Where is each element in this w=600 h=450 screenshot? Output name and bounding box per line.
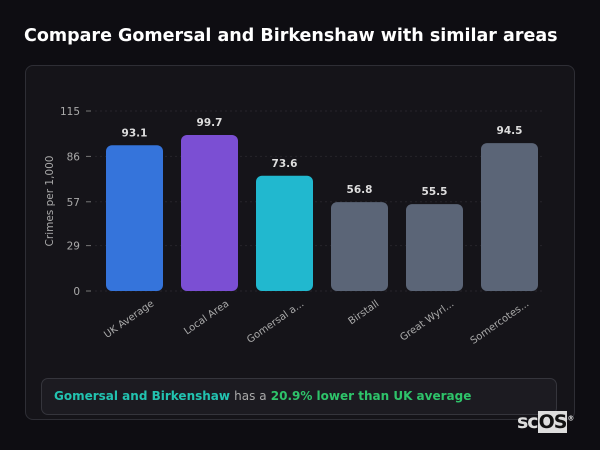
- data-label: 73.6: [272, 158, 298, 170]
- data-label: 99.7: [197, 117, 223, 129]
- bar: [406, 204, 463, 291]
- scos-logo: scOS®: [517, 411, 574, 433]
- data-label: 94.5: [497, 125, 523, 137]
- bar: [256, 175, 313, 291]
- bar: [481, 143, 538, 291]
- x-tick-label: Gomersal a...: [245, 298, 306, 345]
- page-title: Compare Gomersal and Birkenshaw with sim…: [24, 26, 558, 46]
- x-tick-label: Great Wyrl...: [398, 298, 456, 343]
- y-tick-label: 57: [67, 197, 80, 209]
- y-axis-label: Crimes per 1,000: [44, 156, 56, 247]
- summary-box: Gomersal and Birkenshaw has a 20.9% lowe…: [41, 378, 557, 415]
- x-tick-label: Somercotes...: [469, 298, 532, 346]
- y-tick-label: 29: [67, 241, 80, 253]
- data-label: 56.8: [347, 184, 373, 196]
- bar: [181, 134, 238, 291]
- summary-area: Gomersal and Birkenshaw: [54, 389, 230, 403]
- data-label: 55.5: [422, 186, 448, 198]
- y-tick-label: 86: [67, 151, 81, 163]
- x-tick-label: Local Area: [182, 298, 231, 337]
- y-tick-label: 115: [60, 106, 80, 118]
- summary-comparison: 20.9% lower than UK average: [270, 389, 472, 403]
- y-tick-label: 0: [73, 286, 80, 298]
- data-label: 93.1: [122, 127, 148, 139]
- bar: [106, 145, 163, 291]
- bar: [331, 202, 388, 291]
- summary-middle: has a: [234, 389, 267, 403]
- x-tick-label: UK Average: [102, 298, 156, 340]
- x-tick-label: Birstall: [347, 298, 382, 327]
